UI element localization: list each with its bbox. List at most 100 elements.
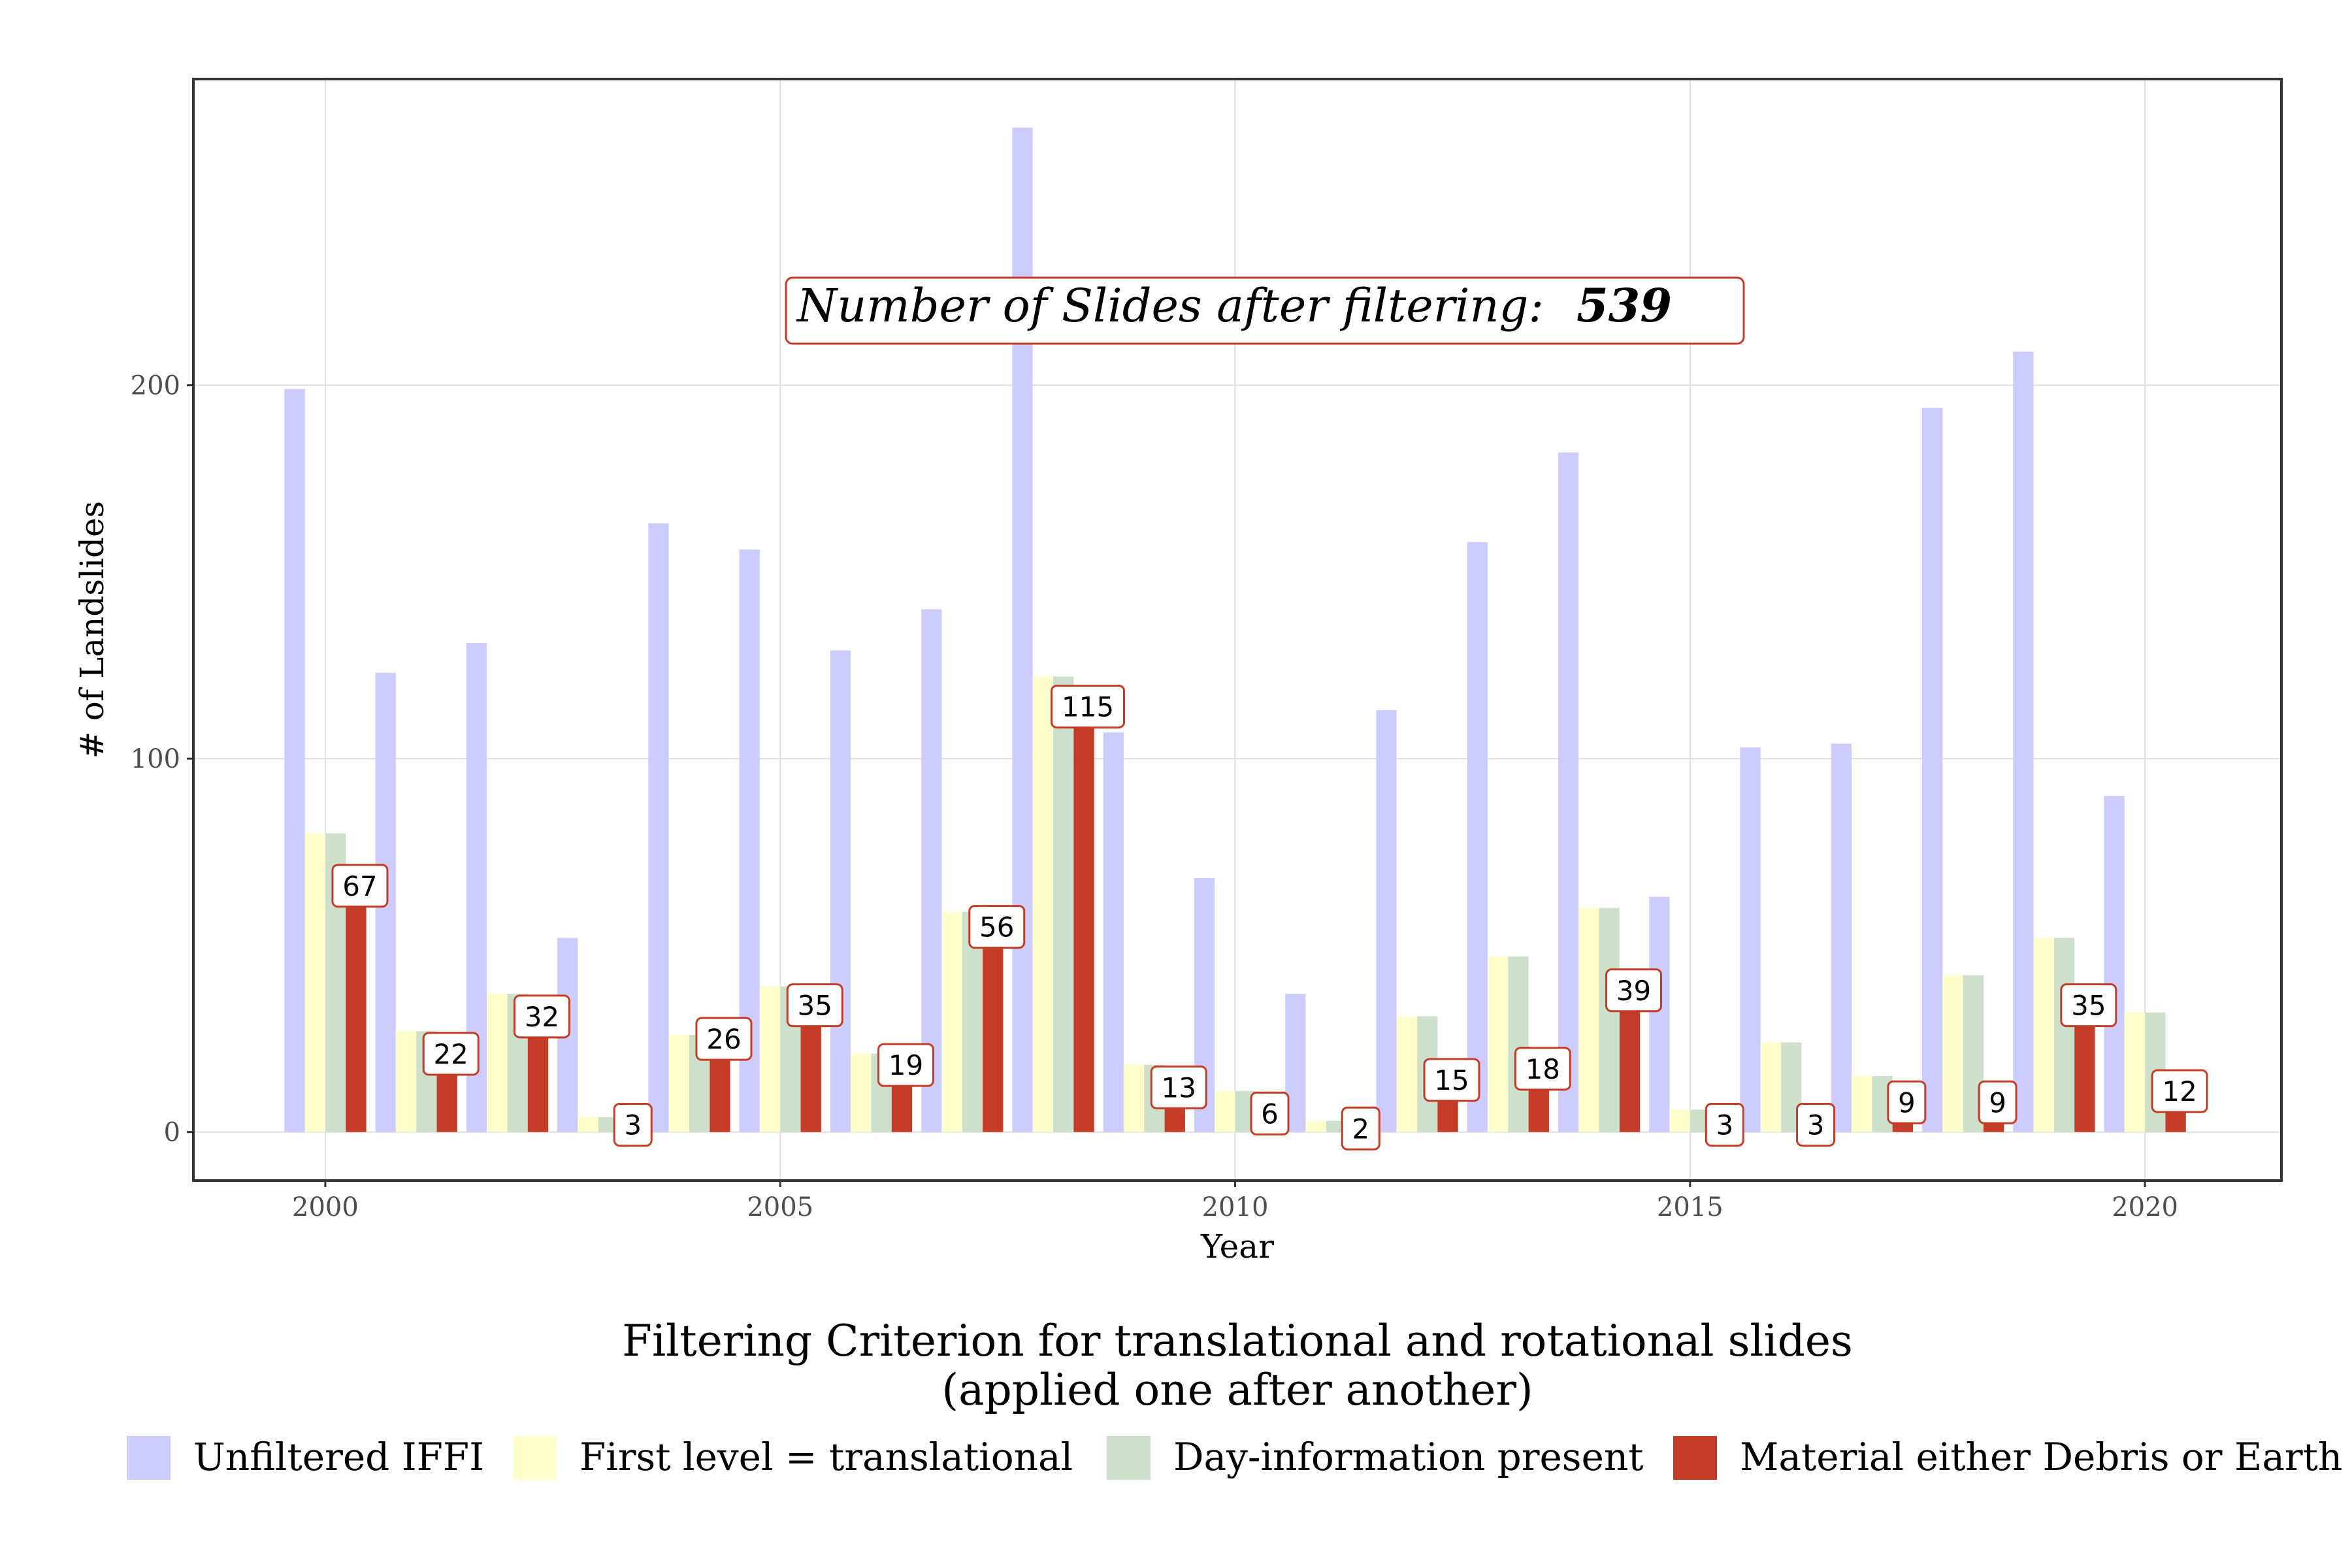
legend-title-line2: (applied one after another) bbox=[941, 1365, 1533, 1415]
value-label: 35 bbox=[2071, 990, 2106, 1022]
legend-items: Unfiltered IFFI First level = translation… bbox=[127, 1435, 2342, 1480]
plot-panel-border bbox=[192, 78, 2283, 1182]
value-label-box bbox=[968, 905, 1026, 949]
value-label: 6 bbox=[1261, 1098, 1279, 1130]
legend-swatch-day-information-present bbox=[1107, 1436, 1151, 1480]
x-tick-label: 2005 bbox=[747, 1192, 813, 1222]
value-label-box bbox=[1250, 1091, 1290, 1135]
legend: Filtering Criterion for translational an… bbox=[127, 1316, 2342, 1480]
bar-first-level-translational bbox=[759, 986, 781, 1132]
value-label: 3 bbox=[1807, 1109, 1825, 1141]
bar-first-level-translational bbox=[1032, 676, 1053, 1132]
value-label-box bbox=[2060, 983, 2117, 1028]
bar-unfiltered-iffi bbox=[1921, 407, 1943, 1132]
bar-first-level-translational bbox=[1305, 1120, 1326, 1132]
value-label: 3 bbox=[1716, 1109, 1733, 1141]
value-label-box bbox=[2151, 1069, 2208, 1113]
value-label-box bbox=[513, 994, 570, 1039]
bar-unfiltered-iffi bbox=[648, 523, 669, 1132]
bar-unfiltered-iffi bbox=[1831, 743, 1852, 1132]
bar-first-level-translational bbox=[2033, 938, 2054, 1132]
annotation-frame bbox=[785, 276, 1745, 345]
bar-first-level-translational bbox=[1942, 975, 1963, 1132]
x-tick-label: 2020 bbox=[2112, 1192, 2178, 1222]
bar-unfiltered-iffi bbox=[830, 650, 851, 1132]
value-label-box bbox=[1605, 968, 1663, 1013]
x-tick-label: 2015 bbox=[1657, 1192, 1723, 1222]
bar-first-level-translational bbox=[1760, 1042, 1782, 1132]
axis-ticks: 2000 2005 2010 2015 2020 0 100 200 bbox=[131, 371, 2178, 1222]
value-label: 18 bbox=[1526, 1053, 1560, 1085]
value-label: 56 bbox=[979, 911, 1014, 943]
value-label-box bbox=[786, 983, 843, 1028]
x-tick-label: 2010 bbox=[1202, 1192, 1269, 1222]
bar-material-either-debris-or-earth bbox=[346, 881, 367, 1132]
bar-unfiltered-iffi bbox=[2104, 796, 2125, 1132]
value-label: 15 bbox=[1434, 1064, 1469, 1096]
legend-label-day-information-present: Day-information present bbox=[1173, 1435, 1644, 1479]
value-label: 13 bbox=[1162, 1071, 1196, 1103]
bar-first-level-translational bbox=[304, 833, 325, 1132]
bar-day-information-present bbox=[1053, 676, 1074, 1132]
y-tick-label: 200 bbox=[131, 371, 180, 401]
y-tick-label: 100 bbox=[131, 744, 180, 774]
bar-unfiltered-iffi bbox=[2013, 351, 2034, 1132]
value-label-box bbox=[1978, 1080, 2017, 1124]
legend-label-material-either-debris-or-earth: Material either Debris or Earth bbox=[1740, 1435, 2342, 1479]
value-label: 32 bbox=[525, 1001, 559, 1033]
annotation-label: Number of Slides after filtering: 539 bbox=[796, 278, 1672, 333]
bar-first-level-translational bbox=[578, 1117, 598, 1132]
value-label-box bbox=[1423, 1058, 1480, 1102]
legend-swatch-first-level-translational bbox=[513, 1436, 557, 1480]
bar-unfiltered-iffi bbox=[1558, 452, 1579, 1132]
value-label: 3 bbox=[624, 1109, 642, 1141]
bar-day-information-present bbox=[1599, 907, 1620, 1132]
bar-unfiltered-iffi bbox=[1376, 710, 1397, 1132]
bar-unfiltered-iffi bbox=[1103, 732, 1124, 1132]
value-label-box bbox=[331, 864, 389, 908]
bar-first-level-translational bbox=[1487, 956, 1509, 1132]
bar-day-information-present bbox=[2053, 938, 2075, 1132]
bar-first-level-translational bbox=[668, 1035, 689, 1132]
bar-unfiltered-iffi bbox=[284, 389, 305, 1132]
bar-first-level-translational bbox=[1123, 1064, 1145, 1132]
y-axis-title: # of Landslides bbox=[73, 501, 111, 759]
value-label-box bbox=[1796, 1103, 1836, 1147]
annotation-value: 539 bbox=[1576, 278, 1672, 333]
bar-first-level-translational bbox=[1669, 1109, 1690, 1132]
bar-day-information-present bbox=[1508, 956, 1529, 1132]
value-label-box bbox=[422, 1032, 480, 1076]
value-label-box bbox=[877, 1043, 934, 1087]
bar-first-level-translational bbox=[487, 994, 508, 1132]
bar-first-level-translational bbox=[941, 911, 962, 1132]
bar-unfiltered-iffi bbox=[1649, 896, 1670, 1132]
value-label: 67 bbox=[342, 870, 377, 902]
value-label-box bbox=[1150, 1065, 1207, 1109]
value-label-box bbox=[1341, 1106, 1380, 1151]
bar-first-level-translational bbox=[2124, 1012, 2146, 1132]
value-label: 12 bbox=[2162, 1075, 2197, 1107]
bar-unfiltered-iffi bbox=[1467, 542, 1488, 1132]
legend-title-line1: Filtering Criterion for translational an… bbox=[622, 1316, 1853, 1366]
bar-first-level-translational bbox=[1578, 907, 1599, 1132]
value-label: 26 bbox=[706, 1023, 741, 1055]
value-label: 19 bbox=[889, 1049, 923, 1081]
value-label-box bbox=[1514, 1047, 1571, 1091]
value-label: 2 bbox=[1352, 1113, 1369, 1145]
value-label: 9 bbox=[1989, 1086, 2006, 1119]
bar-first-level-translational bbox=[851, 1053, 872, 1132]
value-label: 9 bbox=[1898, 1086, 1916, 1119]
annotation-prefix: Number of Slides after filtering: bbox=[796, 279, 1544, 333]
value-label-box bbox=[695, 1017, 753, 1061]
x-axis-title: Year bbox=[1200, 1228, 1274, 1266]
bar-unfiltered-iffi bbox=[1740, 747, 1761, 1132]
bar-material-either-debris-or-earth bbox=[1073, 702, 1094, 1132]
value-label-box bbox=[613, 1103, 653, 1147]
legend-swatch-material-either-debris-or-earth bbox=[1673, 1436, 1717, 1480]
value-label: 115 bbox=[1062, 691, 1114, 723]
value-label: 35 bbox=[797, 990, 832, 1022]
annotation-box: Number of Slides after filtering: 539 bbox=[785, 276, 1745, 345]
bar-first-level-translational bbox=[1215, 1090, 1235, 1132]
legend-label-unfiltered-iffi: Unfiltered IFFI bbox=[193, 1435, 484, 1479]
